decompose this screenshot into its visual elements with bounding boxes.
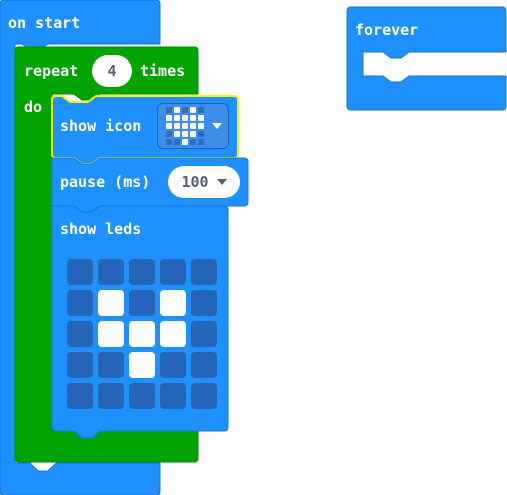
led-cell[interactable] bbox=[98, 321, 124, 347]
forever-label: forever bbox=[355, 21, 419, 39]
led-cell[interactable] bbox=[129, 321, 155, 347]
icon-pixel bbox=[166, 115, 172, 121]
icon-pixel bbox=[198, 115, 204, 121]
led-cell[interactable] bbox=[191, 321, 217, 347]
led-cell[interactable] bbox=[191, 352, 217, 378]
icon-pixel bbox=[198, 131, 204, 137]
icon-pixel bbox=[198, 107, 204, 113]
repeat-count-input[interactable]: 4 bbox=[92, 55, 132, 87]
icon-pixel bbox=[198, 123, 204, 129]
icon-pixel bbox=[182, 115, 188, 121]
led-cell[interactable] bbox=[129, 352, 155, 378]
on-start-label: on start bbox=[8, 14, 81, 32]
icon-pixel bbox=[174, 123, 180, 129]
led-cell[interactable] bbox=[67, 352, 93, 378]
led-cell[interactable] bbox=[160, 352, 186, 378]
pause-label: pause (ms) bbox=[60, 173, 151, 191]
led-cell[interactable] bbox=[160, 290, 186, 316]
led-cell[interactable] bbox=[129, 383, 155, 409]
icon-pixel bbox=[174, 107, 180, 113]
led-cell[interactable] bbox=[98, 259, 124, 285]
icon-pixel bbox=[190, 131, 196, 137]
chevron-down-icon bbox=[212, 123, 222, 129]
icon-pixel bbox=[166, 139, 172, 145]
icon-pixel bbox=[174, 131, 180, 137]
pause-value: 100 bbox=[181, 173, 209, 191]
led-cell[interactable] bbox=[160, 383, 186, 409]
icon-pixel bbox=[198, 139, 204, 145]
led-cell[interactable] bbox=[98, 290, 124, 316]
led-cell[interactable] bbox=[67, 321, 93, 347]
show-leds-label: show leds bbox=[60, 220, 142, 238]
chevron-down-icon bbox=[216, 179, 227, 185]
led-cell[interactable] bbox=[67, 259, 93, 285]
icon-pixel bbox=[182, 107, 188, 113]
led-cell[interactable] bbox=[160, 259, 186, 285]
repeat-label: repeat bbox=[24, 62, 79, 80]
icon-pixel bbox=[182, 131, 188, 137]
led-cell[interactable] bbox=[67, 383, 93, 409]
led-cell[interactable] bbox=[191, 290, 217, 316]
pause-value-dropdown[interactable]: 100 bbox=[168, 166, 240, 198]
led-cell[interactable] bbox=[129, 290, 155, 316]
show-icon-label: show icon bbox=[60, 117, 142, 135]
led-cell[interactable] bbox=[98, 383, 124, 409]
icon-pixel bbox=[182, 123, 188, 129]
icon-pixel bbox=[166, 107, 172, 113]
led-cell[interactable] bbox=[67, 290, 93, 316]
icon-pixel bbox=[166, 131, 172, 137]
repeat-do-label: do bbox=[24, 98, 43, 116]
icon-pixel bbox=[190, 115, 196, 121]
icon-pixel bbox=[190, 139, 196, 145]
icon-pixel bbox=[182, 139, 188, 145]
forever-block[interactable] bbox=[346, 6, 507, 111]
icon-pixel bbox=[174, 115, 180, 121]
icon-dropdown[interactable] bbox=[157, 103, 229, 149]
icon-pixel bbox=[166, 123, 172, 129]
led-cell[interactable] bbox=[129, 259, 155, 285]
repeat-times-label: times bbox=[140, 62, 186, 80]
led-matrix bbox=[67, 259, 217, 409]
icon-pixel bbox=[174, 139, 180, 145]
led-cell[interactable] bbox=[98, 352, 124, 378]
led-cell[interactable] bbox=[160, 321, 186, 347]
icon-pixel bbox=[190, 107, 196, 113]
heart-icon bbox=[166, 107, 204, 145]
icon-pixel bbox=[190, 123, 196, 129]
led-cell[interactable] bbox=[191, 259, 217, 285]
led-cell[interactable] bbox=[191, 383, 217, 409]
